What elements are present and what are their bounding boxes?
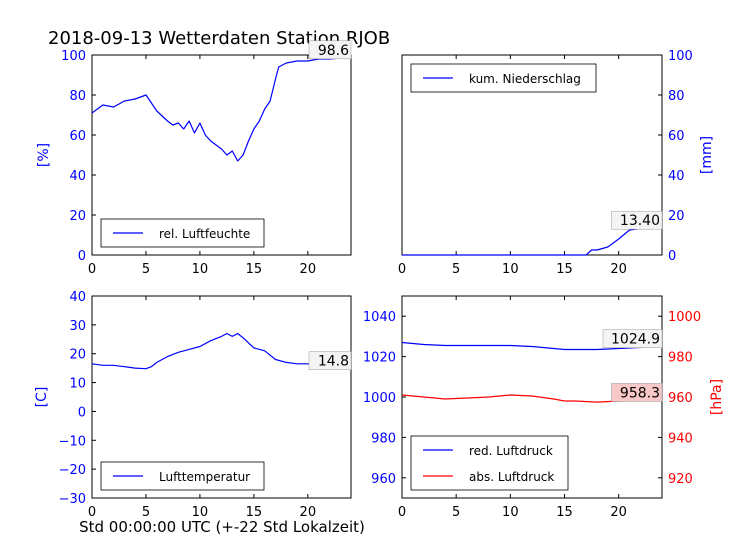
plot-frame [91,54,352,256]
y-tick-label: −20 [59,463,86,478]
y-tick-label: 0 [668,249,676,264]
y-axis-label: [hPa] [709,379,725,415]
x-tick-label: 15 [556,262,573,277]
legend-label: rel. Luftfeuchte [159,227,250,241]
y-tick-label: 920 [668,472,693,487]
series-line-precip-0 [402,227,662,256]
x-tick-label: 20 [610,262,627,277]
annotation-box [602,329,663,348]
x-tick-label: 10 [192,505,209,520]
series-line-humidity-0 [91,57,352,162]
x-tick-label: 0 [88,505,96,520]
series-line-temperature-0 [91,332,352,370]
y-tick-label: 960 [371,472,396,487]
x-tick-label: 20 [300,505,317,520]
y-tick-label: 80 [69,89,86,104]
y-tick-label: 1000 [363,391,396,406]
y-tick-label: 1000 [668,310,701,325]
y-tick-label: 10 [69,377,86,392]
y-tick-label: 40 [668,169,685,184]
x-tick-label: 20 [300,262,317,277]
x-tick-label: 5 [142,505,150,520]
y-tick-label: 30 [69,319,86,334]
last-value-annotation: 14.8 [318,354,349,370]
y-tick-label: 980 [668,351,693,366]
legend-box [410,435,569,491]
annotation-box [611,210,663,230]
annotation-box [308,351,352,370]
y-tick-label: 60 [668,129,685,144]
x-tick-label: 0 [398,505,406,520]
series-line-pressure-0 [401,341,663,351]
y-tick-label: 100 [61,49,86,64]
annotation-box [308,40,352,60]
chart-panel-temperature: 0 5 10 15 20 −30 −20 −10 0 10 20 30 40 [C] Lufttempera… [34,290,352,520]
y-tick-label: 20 [668,209,685,224]
legend-label: kum. Niederschlag [469,72,581,86]
x-tick-label: 20 [610,505,627,520]
y-tick-label: 960 [668,391,693,406]
legend-label: red. Luftdruck [469,444,553,458]
x-tick-label: 10 [192,262,209,277]
annotation-box [611,383,663,402]
chart-panel-pressure: 0 5 10 15 20 960 980 1000 1020 1040 920 940 960 980 10… [363,295,725,520]
x-tick-label: 5 [452,505,460,520]
y-axis-label: [%] [36,143,52,167]
x-tick-label: 15 [246,262,263,277]
x-tick-label: 5 [452,262,460,277]
y-axis-label: [C] [34,387,50,408]
y-tick-label: 0 [78,249,86,264]
chart-panel-humidity: 0 5 10 15 20 0 20 40 60 80 100 [%] rel. Luftfeuchte 9… [36,40,352,277]
y-tick-label: 60 [69,129,86,144]
figure-title: 2018-09-13 Wetterdaten Station RJOB [48,28,390,49]
last-value-annotation: 958.3 [620,385,660,401]
chart-panel-precip: 0 5 10 15 20 0 20 40 60 80 100 [mm] kum. Niederschla… [398,49,715,277]
y-tick-label: −10 [59,434,86,449]
x-tick-label: 0 [88,262,96,277]
x-tick-label: 10 [502,262,519,277]
plot-frame [91,295,352,499]
legend-label: abs. Luftdruck [469,470,554,484]
y-tick-label: 980 [371,431,396,446]
y-tick-label: 40 [69,169,86,184]
y-axis-label: [mm] [699,136,715,174]
y-tick-label: 0 [78,405,86,420]
x-tick-label: 15 [556,505,573,520]
x-tick-label: 0 [398,262,406,277]
y-tick-label: 1040 [363,310,396,325]
legend-label: Lufttemperatur [159,470,250,484]
last-value-annotation: 13.40 [620,213,660,229]
y-tick-label: 20 [69,209,86,224]
y-tick-label: 100 [668,49,693,64]
figure-xlabel: Std 00:00:00 UTC (+-22 Std Lokalzeit) [79,518,365,536]
y-tick-label: −30 [59,492,86,507]
y-tick-label: 1020 [363,351,396,366]
y-tick-label: 40 [69,290,86,305]
y-tick-label: 940 [668,431,693,446]
last-value-annotation: 98.6 [318,43,349,59]
last-value-annotation: 1024.9 [611,332,660,348]
y-tick-label: 20 [69,348,86,363]
x-tick-label: 10 [502,505,519,520]
x-tick-label: 15 [246,505,263,520]
y-tick-label: 80 [668,89,685,104]
x-tick-label: 5 [142,262,150,277]
